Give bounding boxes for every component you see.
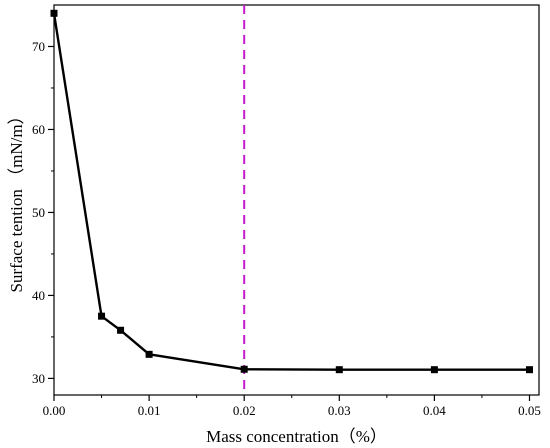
y-tick-label: 40: [32, 288, 45, 303]
y-tick-label: 30: [32, 371, 45, 386]
series-layer: [50, 9, 533, 374]
x-tick-label: 0.01: [138, 403, 161, 418]
x-tick-label: 0.05: [518, 403, 541, 418]
x-axis: 0.00 0.01 0.02 0.03 0.04 0.05: [43, 395, 541, 418]
plot-frame: [53, 4, 540, 396]
data-point: [145, 350, 153, 358]
data-point: [430, 366, 438, 374]
data-point: [240, 365, 248, 373]
x-tick-label: 0.03: [328, 403, 351, 418]
y-tick-label: 70: [32, 39, 45, 54]
data-point: [50, 9, 58, 17]
y-axis: 30 40 50 60 70: [32, 39, 54, 386]
data-point: [98, 312, 106, 320]
data-point: [525, 366, 533, 374]
x-axis-title: Mass concentration（%）: [206, 427, 387, 446]
data-point: [117, 326, 125, 334]
y-axis-title: Surface tention （mN/m）: [7, 107, 26, 292]
y-tick-label: 50: [32, 205, 45, 220]
data-point: [335, 366, 343, 374]
y-tick-label: 60: [32, 122, 45, 137]
x-tick-label: 0.02: [233, 403, 256, 418]
x-tick-label: 0.00: [43, 403, 66, 418]
x-tick-label: 0.04: [423, 403, 446, 418]
